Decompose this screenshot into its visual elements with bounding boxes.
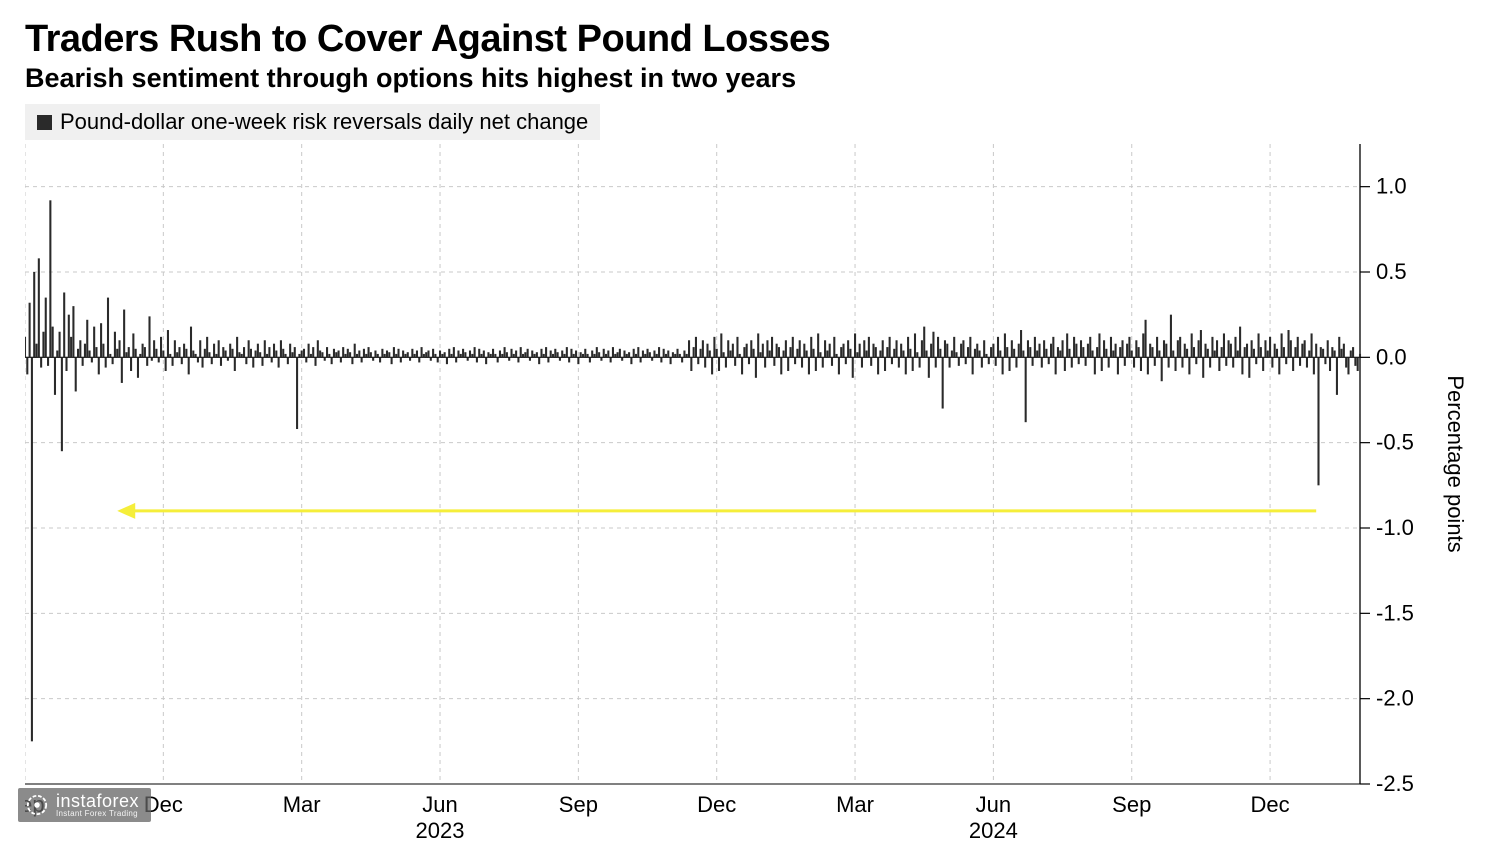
svg-text:Dec: Dec <box>697 792 736 817</box>
watermark-tagline: Instant Forex Trading <box>56 810 139 818</box>
svg-text:Sep: Sep <box>559 792 598 817</box>
chart-subtitle: Bearish sentiment through options hits h… <box>25 63 1470 94</box>
svg-text:Jun: Jun <box>422 792 457 817</box>
svg-text:Dec: Dec <box>1251 792 1290 817</box>
svg-text:2024: 2024 <box>969 818 1018 843</box>
svg-text:2023: 2023 <box>416 818 465 843</box>
legend-label: Pound-dollar one-week risk reversals dai… <box>60 109 588 135</box>
watermark-icon <box>24 792 50 818</box>
svg-text:-1.5: -1.5 <box>1376 600 1414 625</box>
legend-swatch <box>37 115 52 130</box>
svg-text:-0.5: -0.5 <box>1376 430 1414 455</box>
svg-text:1.0: 1.0 <box>1376 174 1407 199</box>
svg-text:-2.5: -2.5 <box>1376 771 1414 796</box>
chart-area: 1.0 0.5 0.0 -0.5 -1.0 -1.5 -2.0 -2.5 Percentage … <box>25 144 1470 850</box>
svg-text:Percentage points: Percentage points <box>1443 375 1468 552</box>
watermark-text: instaforex Instant Forex Trading <box>56 792 139 818</box>
legend: Pound-dollar one-week risk reversals dai… <box>25 104 600 140</box>
svg-text:-1.0: -1.0 <box>1376 515 1414 540</box>
chart-svg: 1.0 0.5 0.0 -0.5 -1.0 -1.5 -2.0 -2.5 Percentage … <box>25 144 1470 850</box>
chart-title: Traders Rush to Cover Against Pound Loss… <box>25 18 1470 61</box>
svg-text:Jun: Jun <box>976 792 1011 817</box>
svg-text:-2.0: -2.0 <box>1376 686 1414 711</box>
watermark: instaforex Instant Forex Trading <box>18 788 151 822</box>
svg-text:Mar: Mar <box>836 792 874 817</box>
svg-text:0.0: 0.0 <box>1376 344 1407 369</box>
svg-text:Sep: Sep <box>1112 792 1151 817</box>
watermark-name: instaforex <box>56 792 139 810</box>
svg-text:Mar: Mar <box>283 792 321 817</box>
chart-container: Traders Rush to Cover Against Pound Loss… <box>0 0 1500 850</box>
svg-text:0.5: 0.5 <box>1376 259 1407 284</box>
